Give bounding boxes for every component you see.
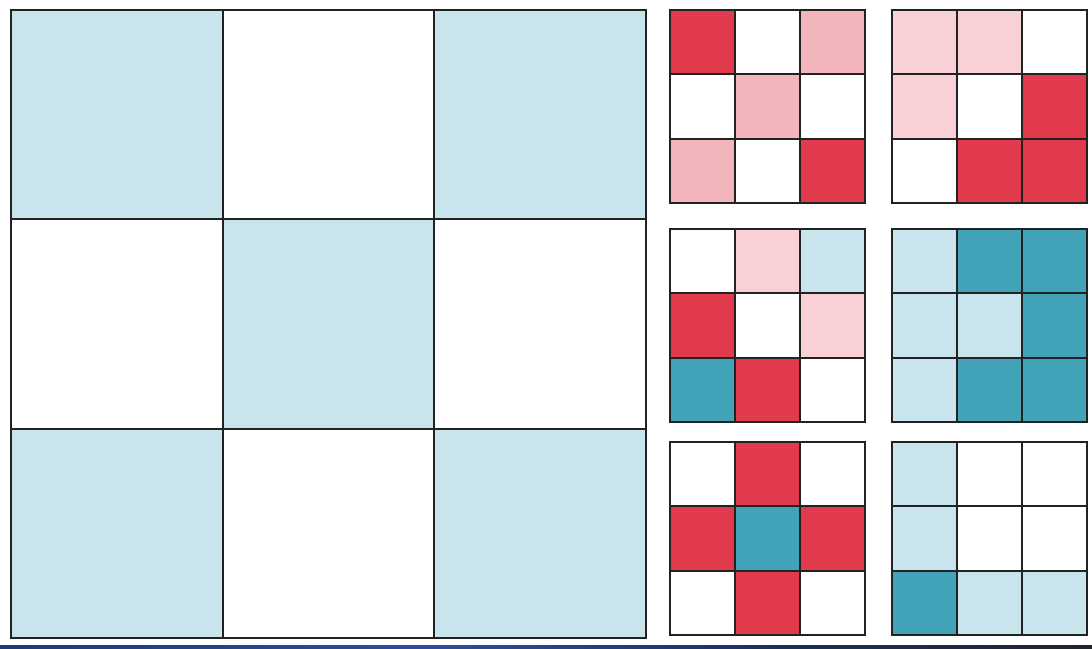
- grid-cell: [434, 219, 646, 429]
- grid-cell: [800, 10, 865, 75]
- grid-cell: [1022, 570, 1087, 635]
- grid-cell: [800, 357, 865, 422]
- small-grid-3: [669, 228, 866, 423]
- grid-cell: [1022, 293, 1087, 358]
- grid-cell: [222, 428, 435, 638]
- grid-cell: [957, 138, 1022, 203]
- grid-cell: [1022, 138, 1087, 203]
- grid-cell: [957, 74, 1022, 139]
- grid-cell: [892, 10, 957, 75]
- grid-cell: [222, 219, 435, 429]
- grid-cell: [957, 570, 1022, 635]
- grid-cell: [735, 506, 800, 571]
- grid-cell: [735, 357, 800, 422]
- grid-cell: [892, 229, 957, 294]
- grid-cell: [11, 428, 223, 638]
- grid-cell: [670, 442, 735, 507]
- small-grid-6: [891, 441, 1088, 636]
- grid-cell: [957, 10, 1022, 75]
- large-grid: [10, 9, 647, 639]
- small-grid-4: [891, 228, 1088, 423]
- grid-cell: [957, 357, 1022, 422]
- grid-cell: [800, 442, 865, 507]
- grid-cell: [892, 506, 957, 571]
- grid-cell: [1022, 506, 1087, 571]
- grid-cell: [800, 570, 865, 635]
- grid-cell: [735, 74, 800, 139]
- grid-cell: [957, 293, 1022, 358]
- grid-cell: [892, 357, 957, 422]
- grid-cell: [1022, 357, 1087, 422]
- grid-cell: [434, 428, 646, 638]
- grid-cell: [957, 442, 1022, 507]
- grid-cell: [735, 442, 800, 507]
- grid-cell: [434, 10, 646, 220]
- grid-cell: [800, 293, 865, 358]
- grid-cell: [1022, 442, 1087, 507]
- grid-cell: [800, 138, 865, 203]
- grid-cell: [800, 229, 865, 294]
- small-grid-2: [891, 9, 1088, 204]
- grid-cell: [11, 10, 223, 220]
- grid-cell: [1022, 229, 1087, 294]
- grid-cell: [670, 10, 735, 75]
- grid-cell: [670, 506, 735, 571]
- grid-cell: [670, 293, 735, 358]
- grid-cell: [735, 138, 800, 203]
- grid-cell: [735, 570, 800, 635]
- grid-cell: [957, 506, 1022, 571]
- grid-cell: [222, 10, 435, 220]
- grid-cell: [670, 357, 735, 422]
- grid-cell: [1022, 10, 1087, 75]
- grid-cell: [892, 442, 957, 507]
- grid-cell: [892, 138, 957, 203]
- grid-cell: [892, 570, 957, 635]
- grid-cell: [800, 74, 865, 139]
- grid-cell: [11, 219, 223, 429]
- bottom-bar: [0, 645, 1092, 649]
- small-grid-1: [669, 9, 866, 204]
- small-grid-5: [669, 441, 866, 636]
- grid-cell: [892, 74, 957, 139]
- grid-cell: [670, 74, 735, 139]
- grid-cell: [735, 293, 800, 358]
- grid-cell: [892, 293, 957, 358]
- grid-cell: [670, 138, 735, 203]
- grid-cell: [670, 570, 735, 635]
- grid-cell: [735, 10, 800, 75]
- grid-cell: [957, 229, 1022, 294]
- grid-cell: [735, 229, 800, 294]
- grid-cell: [670, 229, 735, 294]
- grid-cell: [800, 506, 865, 571]
- grid-cell: [1022, 74, 1087, 139]
